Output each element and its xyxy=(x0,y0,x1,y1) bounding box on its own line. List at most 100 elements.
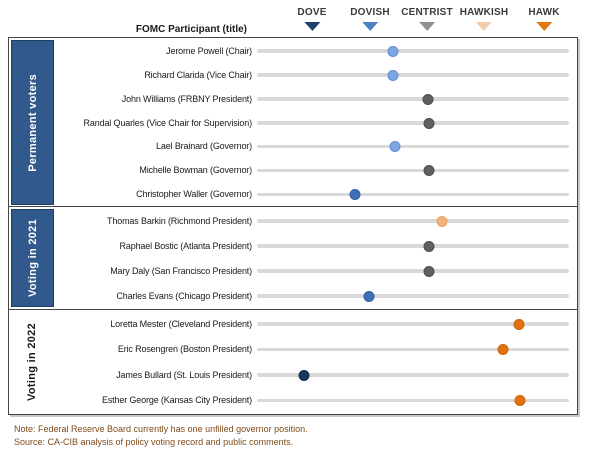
scale-item: DOVISH xyxy=(350,0,390,31)
scale-item: DOVE xyxy=(297,0,326,31)
stance-track xyxy=(255,140,571,153)
triangle-marker-icon xyxy=(418,22,435,31)
stance-track xyxy=(255,394,571,407)
participant-row: Christopher Waller (Governor) xyxy=(61,182,571,206)
stance-track xyxy=(255,317,571,330)
participant-row: Randal Quarles (Vice Chair for Supervisi… xyxy=(61,111,571,135)
track-line xyxy=(257,269,569,273)
participant-name: Charles Evans (Chicago President) xyxy=(116,290,252,301)
participant-row: Michelle Bowman (Governor) xyxy=(61,158,571,182)
voter-group: Voting in 2021 Thomas Barkin (Richmond P… xyxy=(8,206,578,311)
participant-row: Esther George (Kansas City President) xyxy=(61,387,571,413)
participant-name: Christopher Waller (Governor) xyxy=(136,189,252,200)
scale-label: CENTRIST xyxy=(401,7,453,18)
participant-row: Raphael Bostic (Atlanta President) xyxy=(61,233,571,258)
stance-track xyxy=(255,44,571,57)
stance-track xyxy=(255,68,571,81)
participant-name: Mary Daly (San Francisco President) xyxy=(110,265,252,276)
scale-label: DOVE xyxy=(297,7,327,18)
participant-name: Jerome Powell (Chair) xyxy=(166,45,252,56)
stance-dot xyxy=(389,141,401,153)
stance-dot xyxy=(514,395,526,407)
stance-track xyxy=(255,214,571,227)
scale-item: HAWKISH xyxy=(460,0,509,31)
scale-item: HAWK xyxy=(528,0,559,31)
track-line xyxy=(257,97,569,101)
stance-track xyxy=(255,116,571,129)
track-line xyxy=(257,219,569,223)
participant-name: Eric Rosengren (Boston President) xyxy=(117,344,252,355)
triangle-marker-icon xyxy=(303,22,320,31)
stance-dot xyxy=(423,265,435,277)
group-sidebar: Voting in 2021 xyxy=(11,209,54,308)
participant-row: Lael Brainard (Governor) xyxy=(61,134,571,158)
participant-name: Thomas Barkin (Richmond President) xyxy=(107,215,252,226)
voter-groups: Permanent voters Jerome Powell (Chair) R… xyxy=(8,37,578,415)
stance-dot xyxy=(363,290,375,302)
track-line xyxy=(257,49,569,53)
stance-track xyxy=(255,188,571,201)
stance-track xyxy=(255,343,571,356)
participant-name: Loretta Mester (Cleveland President) xyxy=(110,318,252,329)
stance-dot xyxy=(387,69,399,81)
group-label: Voting in 2021 xyxy=(26,219,39,298)
participant-name: Lael Brainard (Governor) xyxy=(156,141,252,152)
participant-name: Randal Quarles (Vice Chair for Supervisi… xyxy=(83,117,253,128)
track-line xyxy=(257,73,569,77)
group-label: Voting in 2022 xyxy=(25,322,38,401)
participant-row: Loretta Mester (Cleveland President) xyxy=(61,311,571,337)
participant-row: Thomas Barkin (Richmond President) xyxy=(61,208,571,233)
track-line xyxy=(257,144,569,149)
participant-row: John Williams (FRBNY President) xyxy=(61,87,571,111)
scale-label: HAWKISH xyxy=(459,7,509,18)
track-line xyxy=(257,322,569,326)
participant-row: Eric Rosengren (Boston President) xyxy=(61,336,571,362)
participant-name: Michelle Bowman (Governor) xyxy=(139,165,252,176)
footnotes: Note: Federal Reserve Board currently ha… xyxy=(14,423,308,448)
group-rows: Thomas Barkin (Richmond President) Rapha… xyxy=(61,208,571,308)
stance-dot xyxy=(387,45,399,57)
participant-name: Richard Clarida (Vice Chair) xyxy=(144,69,252,80)
participant-name: John Williams (FRBNY President) xyxy=(121,93,252,104)
track-line xyxy=(257,373,569,377)
stance-dot xyxy=(349,189,361,201)
scale-item: CENTRIST xyxy=(401,0,453,31)
participant-row: Mary Daly (San Francisco President) xyxy=(61,258,571,283)
voter-group: Voting in 2022 Loretta Mester (Cleveland… xyxy=(8,308,578,415)
stance-dot xyxy=(423,240,435,252)
track-line xyxy=(257,121,569,125)
track-line xyxy=(257,244,569,248)
track-line xyxy=(257,347,569,352)
stance-dot xyxy=(422,93,434,105)
stance-track xyxy=(255,92,571,105)
participant-name: Raphael Bostic (Atlanta President) xyxy=(119,240,253,251)
stance-dot xyxy=(298,369,310,381)
track-line xyxy=(257,294,569,298)
stance-dot xyxy=(497,344,509,356)
participant-row: Richard Clarida (Vice Chair) xyxy=(61,63,571,87)
voter-group: Permanent voters Jerome Powell (Chair) R… xyxy=(8,37,578,208)
triangle-marker-icon xyxy=(476,22,492,31)
group-rows: Jerome Powell (Chair) Richard Clarida (V… xyxy=(61,39,571,206)
group-rows: Loretta Mester (Cleveland President) Eri… xyxy=(61,311,571,413)
track-line xyxy=(257,192,569,197)
track-line xyxy=(257,398,569,403)
participant-column-header: FOMC Participant (title) xyxy=(135,24,247,35)
group-label: Permanent voters xyxy=(26,73,39,172)
scale-label: HAWK xyxy=(528,7,560,18)
participant-name: Esther George (Kansas City President) xyxy=(101,395,252,406)
group-sidebar: Permanent voters xyxy=(11,40,54,205)
participant-name: James Bullard (St. Louis President) xyxy=(116,369,252,380)
stance-dot xyxy=(513,318,525,330)
stance-dot xyxy=(436,215,448,227)
note-line: Note: Federal Reserve Board currently ha… xyxy=(14,424,308,434)
scale-label: DOVISH xyxy=(350,7,390,18)
participant-row: Jerome Powell (Chair) xyxy=(61,39,571,63)
stance-dot xyxy=(423,165,435,177)
stance-track xyxy=(255,368,571,381)
participant-row: James Bullard (St. Louis President) xyxy=(61,362,571,388)
source-line: Source: CA-CIB analysis of policy voting… xyxy=(14,436,294,447)
stance-dot xyxy=(423,117,435,129)
group-sidebar: Voting in 2022 xyxy=(11,312,52,412)
